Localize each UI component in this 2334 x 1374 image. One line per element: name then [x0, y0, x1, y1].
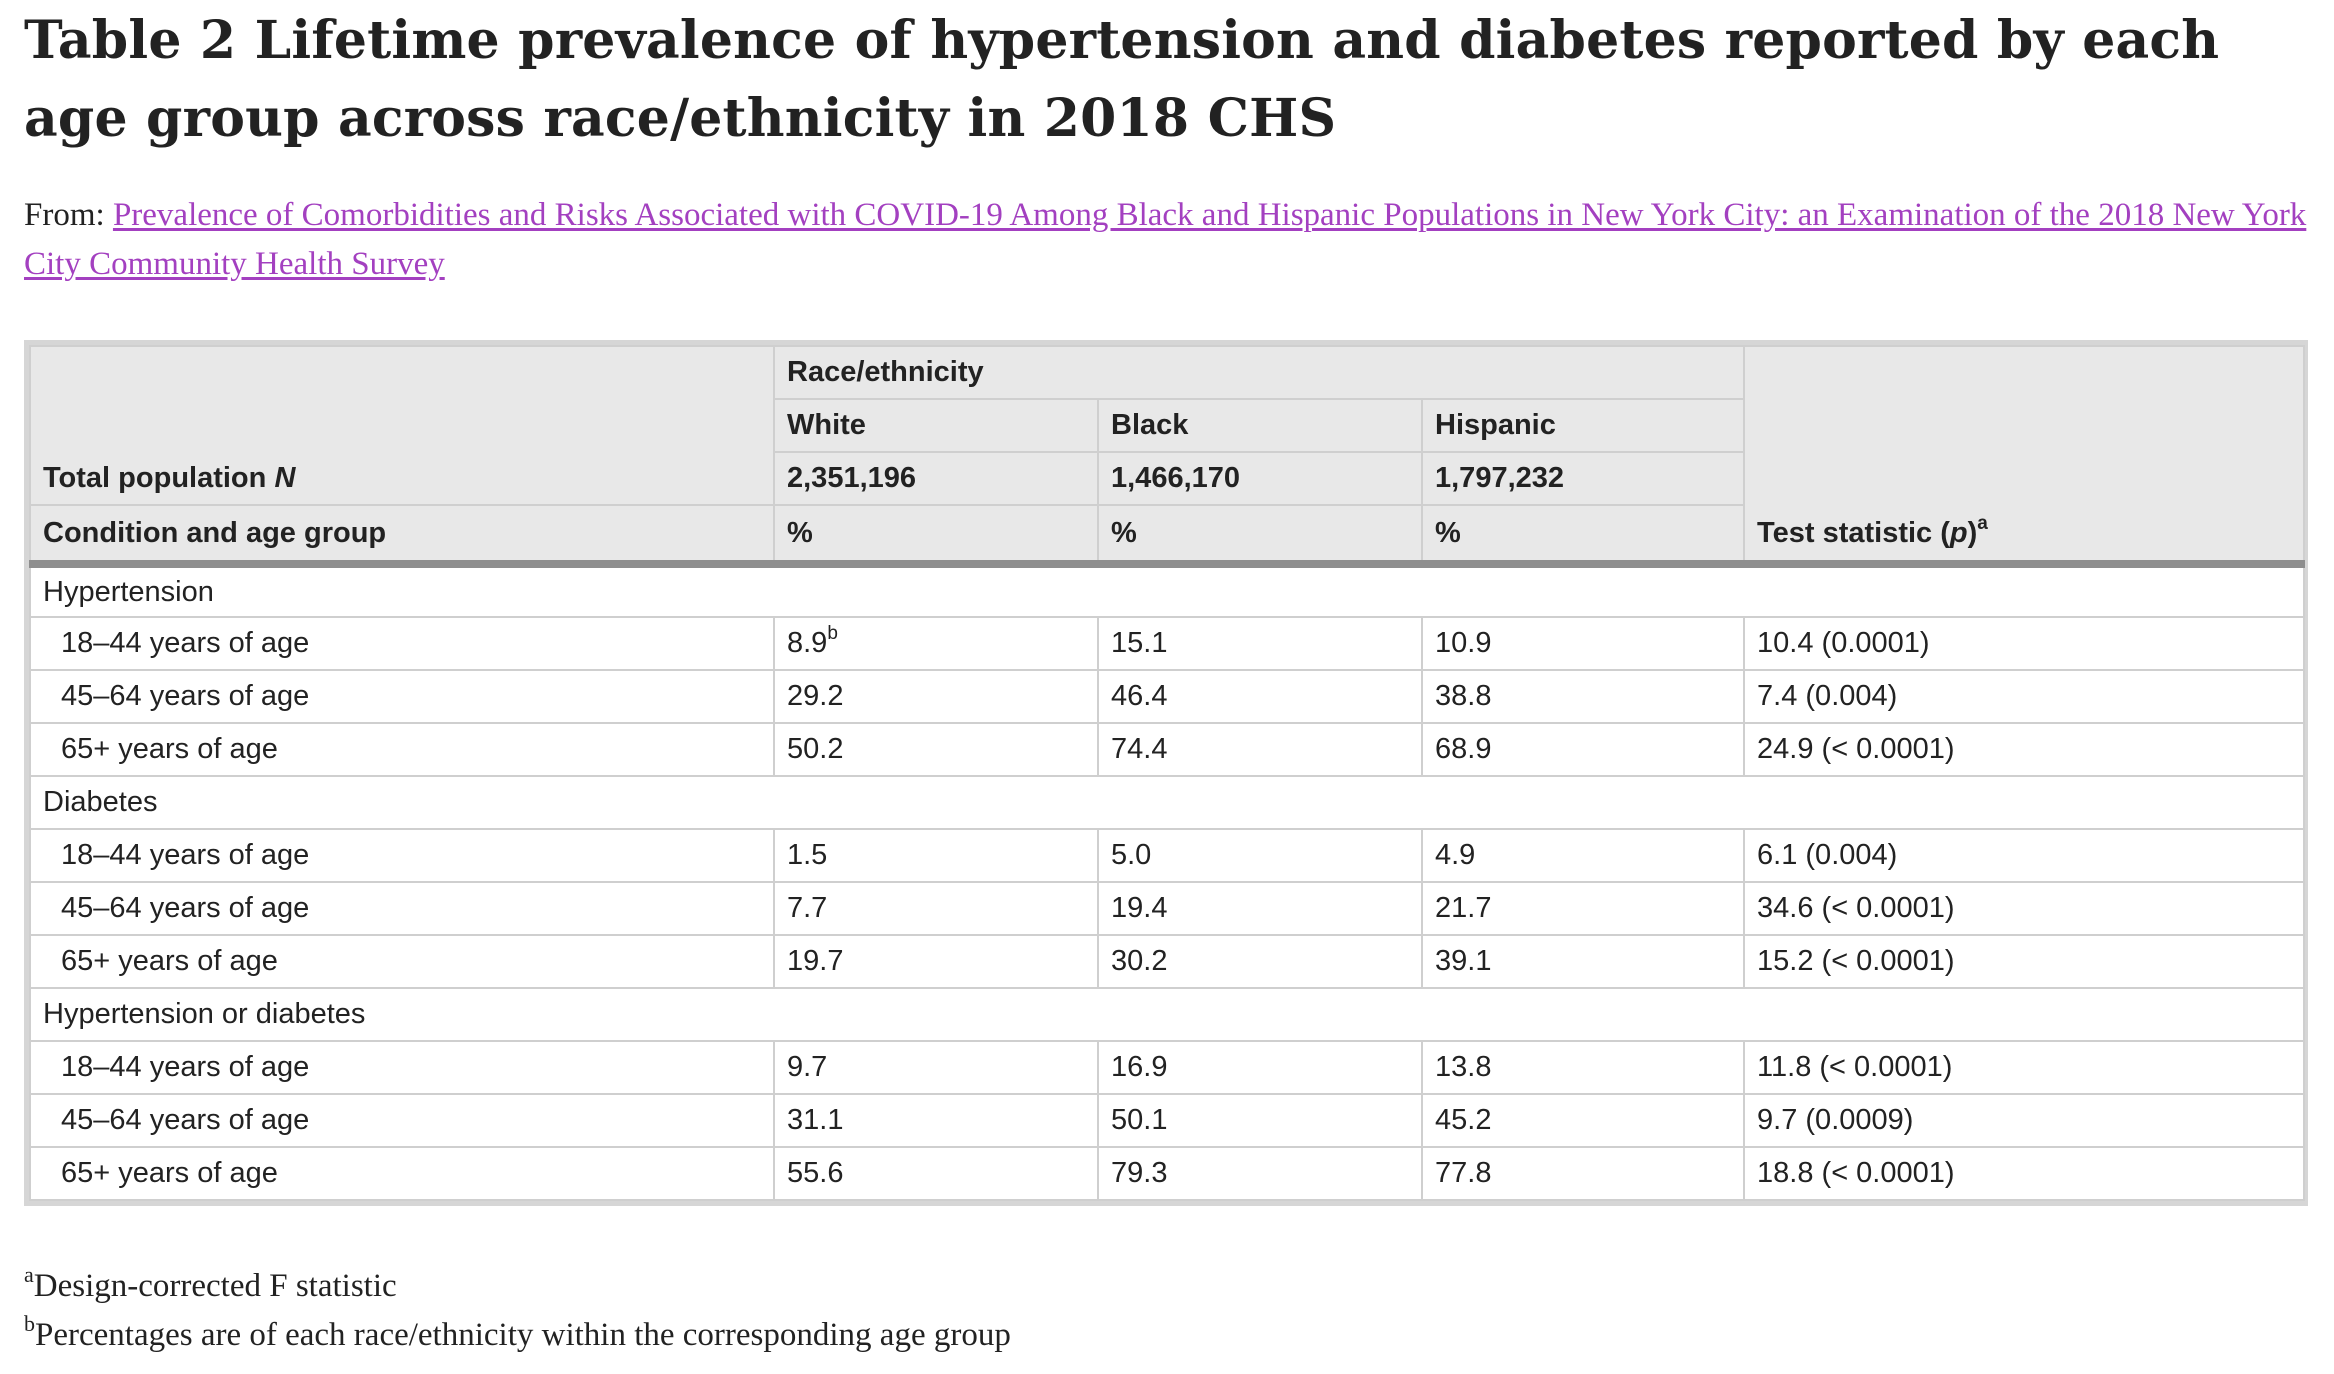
- hispanic-value-cell: 10.9: [1420, 616, 1746, 671]
- table-row: 65+ years of age 55.6 79.3 77.8 18.8 (< …: [29, 1146, 2306, 1201]
- page-title: Table 2 Lifetime prevalence of hypertens…: [24, 10, 2220, 149]
- table-row: 65+ years of age 19.7 30.2 39.1 15.2 (< …: [29, 934, 2306, 989]
- hispanic-value-cell: 21.7: [1420, 881, 1746, 936]
- table-row: 45–64 years of age 7.7 19.4 21.7 34.6 (<…: [29, 881, 2306, 936]
- test-statistic-cell: 24.9 (< 0.0001): [1743, 722, 2306, 777]
- black-value-cell: 46.4: [1097, 669, 1423, 724]
- from-label: From:: [24, 197, 105, 233]
- white-value-cell: 9.7: [773, 1040, 1099, 1095]
- hispanic-value-cell: 77.8: [1420, 1146, 1746, 1201]
- group-row: Hypertension: [29, 563, 2306, 618]
- percent-header-white: %: [773, 504, 1099, 568]
- header-empty-cell: [29, 398, 775, 452]
- white-value-cell: 19.7: [773, 934, 1099, 989]
- table-row: 45–64 years of age 29.2 46.4 38.8 7.4 (0…: [29, 669, 2306, 724]
- age-group-cell: 65+ years of age: [29, 934, 775, 989]
- black-value-cell: 16.9: [1097, 1040, 1423, 1095]
- total-black: 1,466,170: [1097, 451, 1423, 506]
- table-row: 65+ years of age 50.2 74.4 68.9 24.9 (< …: [29, 722, 2306, 777]
- hispanic-value-cell: 39.1: [1420, 934, 1746, 989]
- age-group-cell: 65+ years of age: [29, 722, 775, 777]
- total-population-label: Total population N: [29, 451, 775, 506]
- black-value-cell: 50.1: [1097, 1093, 1423, 1148]
- age-group-cell: 65+ years of age: [29, 1146, 775, 1201]
- footnote-b: bPercentages are of each race/ethnicity …: [24, 1311, 1011, 1354]
- test-statistic-cell: 10.4 (0.0001): [1743, 616, 2306, 671]
- group-row: Hypertension or diabetes: [29, 987, 2306, 1042]
- white-value-cell: 7.7: [773, 881, 1099, 936]
- black-value-cell: 30.2: [1097, 934, 1423, 989]
- black-value-cell: 5.0: [1097, 828, 1423, 883]
- table-row: 18–44 years of age 9.7 16.9 13.8 11.8 (<…: [29, 1040, 2306, 1095]
- table-row: 45–64 years of age 31.1 50.1 45.2 9.7 (0…: [29, 1093, 2306, 1148]
- race-ethnicity-header: Race/ethnicity: [772, 345, 1746, 400]
- test-statistic-cell: 7.4 (0.004): [1743, 669, 2306, 724]
- test-statistic-cell: 6.1 (0.004): [1743, 828, 2306, 883]
- group-label-hypertension-or-diabetes: Hypertension or diabetes: [29, 987, 774, 1042]
- hispanic-value-cell: 38.8: [1420, 669, 1746, 724]
- table-body: Hypertension 18–44 years of age 8.9b 15.…: [29, 563, 2306, 1201]
- column-header-black: Black: [1097, 398, 1423, 453]
- white-value-cell: 1.5: [773, 828, 1099, 883]
- white-value-cell: 29.2: [773, 669, 1099, 724]
- age-group-cell: 18–44 years of age: [29, 828, 775, 883]
- hispanic-value-cell: 4.9: [1420, 828, 1746, 883]
- age-group-cell: 18–44 years of age: [29, 616, 775, 671]
- total-white: 2,351,196: [773, 451, 1099, 506]
- hispanic-value-cell: 13.8: [1420, 1040, 1746, 1095]
- group-label-hypertension: Hypertension: [29, 563, 774, 618]
- black-value-cell: 79.3: [1097, 1146, 1423, 1201]
- header-empty-cell: [29, 345, 775, 399]
- white-value-cell: 31.1: [773, 1093, 1099, 1148]
- hispanic-value-cell: 68.9: [1420, 722, 1746, 777]
- percent-header-black: %: [1097, 504, 1423, 568]
- header-empty-cell-right: [1743, 345, 2306, 505]
- article-page: Table 2 Lifetime prevalence of hypertens…: [24, 0, 2314, 1353]
- condition-age-header: Condition and age group: [29, 504, 775, 568]
- age-group-cell: 45–64 years of age: [29, 669, 775, 724]
- white-value-cell: 55.6: [773, 1146, 1099, 1201]
- test-statistic-cell: 18.8 (< 0.0001): [1743, 1146, 2306, 1201]
- age-group-cell: 45–64 years of age: [29, 881, 775, 936]
- source-line: From: Prevalence of Comorbidities and Ri…: [24, 191, 2314, 289]
- total-hispanic: 1,797,232: [1420, 451, 1746, 506]
- age-group-cell: 45–64 years of age: [29, 1093, 775, 1148]
- column-header-hispanic: Hispanic: [1420, 398, 1746, 453]
- column-header-white: White: [773, 398, 1099, 453]
- test-statistic-cell: 11.8 (< 0.0001): [1743, 1040, 2306, 1095]
- table-footnotes: aDesign-corrected F statistic bPercentag…: [24, 1262, 1011, 1360]
- white-value-cell: 8.9b: [773, 616, 1099, 671]
- test-statistic-header: Test statistic (p)a: [1743, 504, 2306, 568]
- age-group-cell: 18–44 years of age: [29, 1040, 775, 1095]
- percent-header-hispanic: %: [1420, 504, 1746, 568]
- hispanic-value-cell: 45.2: [1420, 1093, 1746, 1148]
- group-row: Diabetes: [29, 775, 2306, 830]
- source-article-link[interactable]: Prevalence of Comorbidities and Risks As…: [24, 197, 2307, 282]
- prevalence-table: Race/ethnicity White Black Hispanic Tota…: [29, 345, 2306, 1201]
- data-table-container: Race/ethnicity White Black Hispanic Tota…: [24, 340, 2308, 1206]
- footnote-a: aDesign-corrected F statistic: [24, 1262, 397, 1305]
- table-row: 18–44 years of age 1.5 5.0 4.9 6.1 (0.00…: [29, 828, 2306, 883]
- test-statistic-cell: 9.7 (0.0009): [1743, 1093, 2306, 1148]
- test-statistic-cell: 34.6 (< 0.0001): [1743, 881, 2306, 936]
- black-value-cell: 19.4: [1097, 881, 1423, 936]
- black-value-cell: 15.1: [1097, 616, 1423, 671]
- table-row: 18–44 years of age 8.9b 15.1 10.9 10.4 (…: [29, 616, 2306, 671]
- group-label-diabetes: Diabetes: [29, 775, 774, 830]
- test-statistic-cell: 15.2 (< 0.0001): [1743, 934, 2306, 989]
- black-value-cell: 74.4: [1097, 722, 1423, 777]
- white-value-cell: 50.2: [773, 722, 1099, 777]
